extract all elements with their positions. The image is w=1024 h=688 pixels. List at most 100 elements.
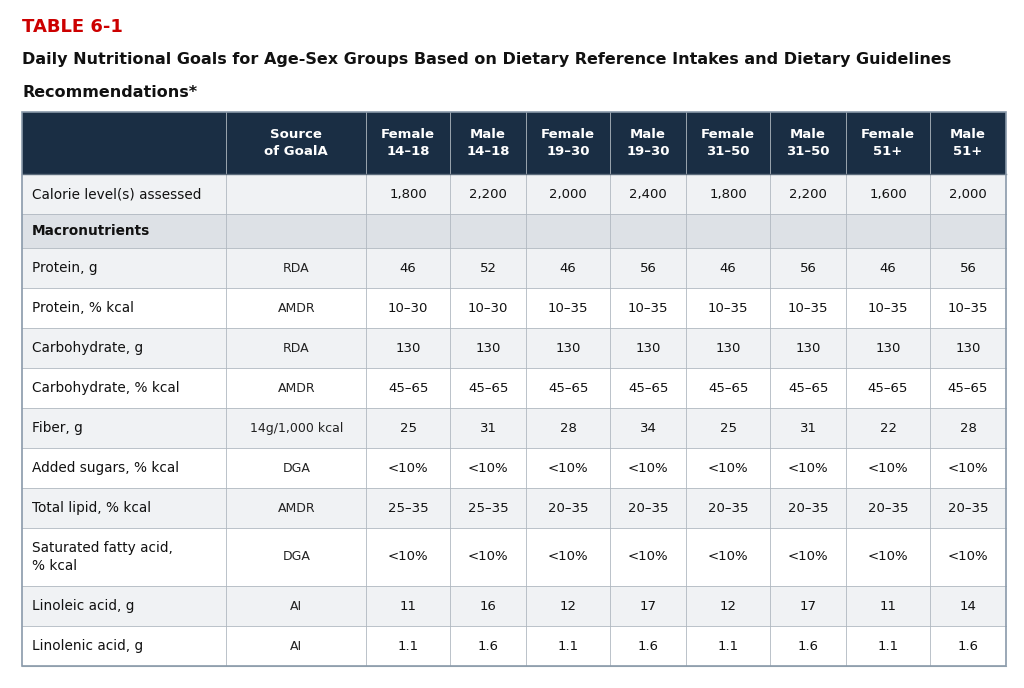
Text: 46: 46 [880,261,896,275]
Text: 130: 130 [955,341,981,354]
Bar [22,174,1006,214]
Text: AMDR: AMDR [278,502,315,515]
Bar [22,288,1006,328]
Text: AMDR: AMDR [278,382,315,394]
Text: <10%: <10% [468,550,509,563]
Text: <10%: <10% [867,462,908,475]
Text: 11: 11 [399,599,417,612]
Text: Linoleic acid, g: Linoleic acid, g [32,599,134,613]
Text: AMDR: AMDR [278,301,315,314]
Text: 31: 31 [800,422,816,435]
Text: 46: 46 [399,261,417,275]
Text: 45–65: 45–65 [868,382,908,394]
Bar [22,408,1006,448]
Text: 130: 130 [796,341,821,354]
Text: 1.1: 1.1 [878,640,899,652]
Text: 10–35: 10–35 [867,301,908,314]
Text: <10%: <10% [548,550,589,563]
Text: 130: 130 [475,341,501,354]
Text: Saturated fatty acid,
% kcal: Saturated fatty acid, % kcal [32,541,173,572]
Text: 45–65: 45–65 [628,382,669,394]
Text: DGA: DGA [283,462,310,475]
Text: <10%: <10% [388,550,428,563]
Text: 20–35: 20–35 [867,502,908,515]
Text: Daily Nutritional Goals for Age-Sex Groups Based on Dietary Reference Intakes an: Daily Nutritional Goals for Age-Sex Grou… [22,52,951,67]
Bar [22,248,1006,288]
Text: AI: AI [290,640,302,652]
Text: Fiber, g: Fiber, g [32,421,83,435]
Text: DGA: DGA [283,550,310,563]
Text: 1.6: 1.6 [477,640,499,652]
Text: 20–35: 20–35 [708,502,749,515]
Text: 12: 12 [720,599,736,612]
Text: 45–65: 45–65 [708,382,749,394]
Text: 1.1: 1.1 [718,640,738,652]
Text: 45–65: 45–65 [468,382,508,394]
Text: 46: 46 [560,261,577,275]
Text: 130: 130 [716,341,740,354]
Text: RDA: RDA [283,341,309,354]
Bar [22,368,1006,408]
Text: 10–35: 10–35 [548,301,589,314]
Text: 20–35: 20–35 [948,502,988,515]
Text: Protein, % kcal: Protein, % kcal [32,301,134,315]
Bar [22,112,1006,174]
Text: Male
31–50: Male 31–50 [786,128,829,158]
Text: Male
51+: Male 51+ [950,128,986,158]
Text: 25–35: 25–35 [388,502,428,515]
Text: 16: 16 [480,599,497,612]
Text: <10%: <10% [628,550,669,563]
Text: 1.6: 1.6 [957,640,979,652]
Text: 14: 14 [959,599,977,612]
Text: 130: 130 [636,341,660,354]
Bar [22,586,1006,626]
Text: 20–35: 20–35 [787,502,828,515]
Text: 45–65: 45–65 [388,382,428,394]
Text: Male
19–30: Male 19–30 [627,128,670,158]
Text: <10%: <10% [948,462,988,475]
Text: <10%: <10% [948,550,988,563]
Text: Male
14–18: Male 14–18 [467,128,510,158]
Text: Carbohydrate, % kcal: Carbohydrate, % kcal [32,381,179,395]
Text: RDA: RDA [283,261,309,275]
Text: 56: 56 [640,261,656,275]
Text: 28: 28 [959,422,977,435]
Text: 2,200: 2,200 [790,188,827,200]
Text: 34: 34 [640,422,656,435]
Text: Source
of GoalA: Source of GoalA [264,128,329,158]
Text: 12: 12 [560,599,577,612]
Text: 2,200: 2,200 [469,188,507,200]
Text: 1.1: 1.1 [397,640,419,652]
Text: Carbohydrate, g: Carbohydrate, g [32,341,143,355]
Text: <10%: <10% [468,462,509,475]
Text: 1.6: 1.6 [798,640,818,652]
Text: <10%: <10% [548,462,589,475]
Text: Female
51+: Female 51+ [861,128,915,158]
Text: 10–30: 10–30 [388,301,428,314]
Text: 1,600: 1,600 [869,188,907,200]
Text: Protein, g: Protein, g [32,261,97,275]
Text: 56: 56 [800,261,816,275]
Text: Female
14–18: Female 14–18 [381,128,435,158]
Text: 2,000: 2,000 [949,188,987,200]
Text: 10–35: 10–35 [787,301,828,314]
Text: <10%: <10% [388,462,428,475]
Text: 45–65: 45–65 [787,382,828,394]
Bar [22,448,1006,488]
Text: 45–65: 45–65 [548,382,589,394]
Text: 25–35: 25–35 [468,502,509,515]
Bar [22,528,1006,586]
Text: 28: 28 [560,422,577,435]
Text: <10%: <10% [787,550,828,563]
Text: 56: 56 [959,261,977,275]
Text: 130: 130 [395,341,421,354]
Text: 10–35: 10–35 [628,301,669,314]
Text: 10–35: 10–35 [708,301,749,314]
Text: Linolenic acid, g: Linolenic acid, g [32,639,143,653]
Text: 11: 11 [880,599,897,612]
Text: 1,800: 1,800 [389,188,427,200]
Bar [22,488,1006,528]
Bar [22,626,1006,666]
Text: 22: 22 [880,422,897,435]
Text: <10%: <10% [628,462,669,475]
